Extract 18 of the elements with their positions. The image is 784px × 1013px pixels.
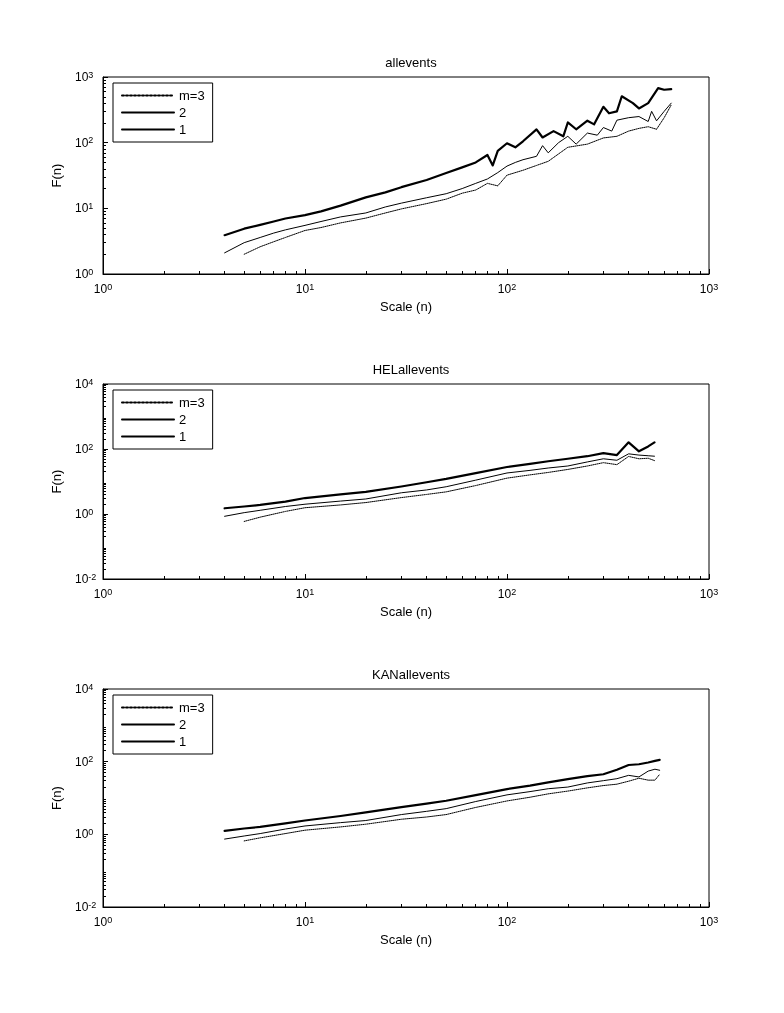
y-axis-title: F(n): [49, 469, 64, 494]
legend-label: m=3: [179, 395, 205, 410]
x-axis-title: Scale (n): [379, 299, 433, 314]
y-axis-title: F(n): [49, 786, 64, 810]
legend-label: 1: [179, 122, 187, 137]
legend-label: 2: [179, 412, 187, 427]
x-axis-title: Scale (n): [379, 932, 433, 947]
chart-title: KANallevents: [371, 667, 451, 682]
legend-label: 1: [179, 429, 187, 444]
chart-title: HELallevents: [372, 362, 450, 377]
legend-label: m=3: [179, 700, 205, 715]
legend-label: 1: [179, 734, 187, 749]
legend-label: 2: [179, 105, 187, 120]
x-axis-title: Scale (n): [379, 604, 433, 619]
legend-label: 2: [179, 717, 187, 732]
y-axis-title: F(n): [49, 163, 64, 188]
chart-title: allevents: [385, 55, 438, 70]
legend-label: m=3: [179, 88, 205, 103]
